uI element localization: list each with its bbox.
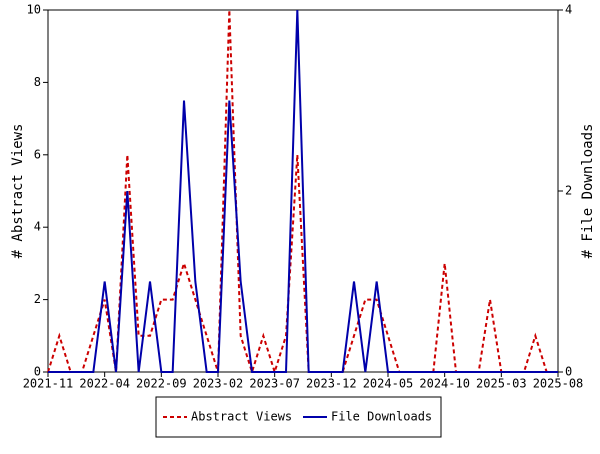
y-tick-label: 10 bbox=[27, 3, 41, 17]
y-axis-title: # Abstract Views bbox=[10, 124, 26, 259]
line-series bbox=[47, 9, 558, 376]
x-tick-label: 2025-03 bbox=[476, 377, 527, 391]
x-tick-label: 2023-02 bbox=[193, 377, 244, 391]
x-tick-label: 2023-12 bbox=[306, 377, 357, 391]
legend-label: File Downloads bbox=[331, 410, 432, 424]
y-tick-label: 0 bbox=[34, 365, 41, 379]
x-tick-label: 2022-09 bbox=[136, 377, 187, 391]
y2-tick-label: 2 bbox=[565, 184, 572, 198]
legend-label: Abstract Views bbox=[191, 410, 292, 424]
y2-axis-title: # File Downloads bbox=[580, 124, 596, 259]
x-tick-label: 2023-07 bbox=[249, 377, 300, 391]
legend bbox=[155, 396, 442, 438]
x-tick-label: 2024-05 bbox=[363, 377, 414, 391]
x-tick-label: 2024-10 bbox=[419, 377, 470, 391]
y-tick-label: 8 bbox=[34, 75, 41, 89]
y2-tick-label: 0 bbox=[565, 365, 572, 379]
y-tick-label: 6 bbox=[34, 147, 41, 161]
line-series bbox=[48, 9, 558, 373]
y-tick-label: 4 bbox=[34, 220, 41, 234]
x-tick-label: 2021-11 bbox=[23, 377, 74, 391]
x-tick-label: 2022-04 bbox=[79, 377, 130, 391]
x-tick-label: 2025-08 bbox=[533, 377, 584, 391]
y-tick-label: 2 bbox=[34, 292, 41, 306]
y2-tick-label: 4 bbox=[565, 3, 572, 17]
